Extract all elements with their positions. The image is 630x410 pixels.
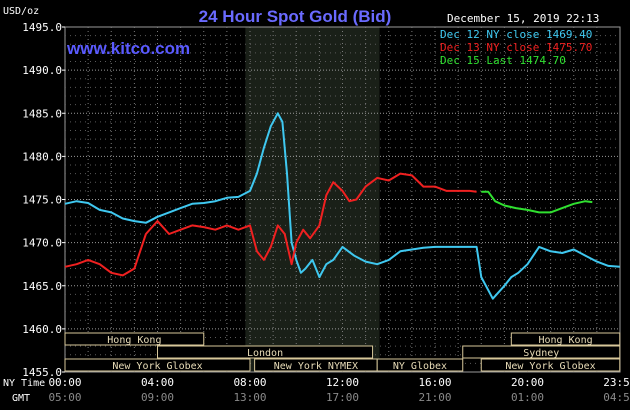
market-session-label: New York Globex (112, 361, 202, 372)
market-session-bar (510, 332, 621, 346)
y-tick-label: 1495.0 (22, 21, 62, 34)
x-tick-label-ny: 23:59 (603, 376, 630, 389)
market-session-bar (376, 358, 464, 372)
chart-date: December 15, 2019 22:13 (447, 12, 599, 25)
gmt-label: GMT (12, 393, 30, 404)
y-tick-label: 1455.0 (22, 366, 62, 379)
legend-entry-dec12: Dec 12 NY close 1469.40 (440, 28, 592, 41)
market-session-bar (480, 358, 621, 372)
market-session-label: Sydney (523, 348, 559, 359)
x-tick-label-ny: 20:00 (511, 376, 544, 389)
market-session-bar (64, 332, 205, 346)
price-series-line-1 (64, 172, 477, 277)
legend-entry-dec15: Dec 15 Last 1474.70 (440, 54, 566, 67)
x-tick-label-ny: 16:00 (418, 376, 451, 389)
market-session-label: New York Globex (505, 361, 595, 372)
chart-title: 24 Hour Spot Gold (Bid) (199, 7, 392, 26)
price-series-line-0 (64, 112, 620, 300)
legend-entry-dec13: Dec 13 NY close 1475.70 (440, 41, 592, 54)
x-tick-label-gmt: 21:00 (418, 391, 451, 404)
x-tick-label-ny: 04:00 (141, 376, 174, 389)
x-tick-label-gmt: 13:00 (233, 391, 266, 404)
x-tick-label-ny: 00:00 (48, 376, 81, 389)
market-session-label: Hong Kong (107, 335, 161, 346)
site-watermark: www.kitco.com (66, 39, 190, 58)
y-tick-label: 1480.0 (22, 150, 62, 163)
x-tick-label-gmt: 17:00 (326, 391, 359, 404)
market-session-label: Hong Kong (538, 335, 592, 346)
y-tick-label: 1465.0 (22, 280, 62, 293)
x-tick-label-gmt: 01:00 (511, 391, 544, 404)
y-axis-unit: USD/oz (3, 6, 39, 17)
x-tick-label-gmt: 09:00 (141, 391, 174, 404)
y-tick-label: 1485.0 (22, 107, 62, 120)
y-tick-label: 1460.0 (22, 323, 62, 336)
legend: Dec 12 NY close 1469.40 Dec 13 NY close … (440, 28, 592, 67)
x-tick-label-gmt: 05:00 (48, 391, 81, 404)
y-tick-label: 1490.0 (22, 64, 62, 77)
x-tick-label-gmt: 04:59 (603, 391, 630, 404)
y-tick-label: 1470.0 (22, 237, 62, 250)
market-session-bar (157, 345, 374, 359)
ny-time-label: NY Time (3, 378, 45, 389)
market-session-label: London (247, 348, 283, 359)
price-series-line-2 (481, 190, 593, 214)
market-session-label: New York NYMEX (274, 361, 358, 372)
market-session-bar (64, 358, 251, 372)
market-session-bar (462, 345, 621, 359)
y-tick-label: 1475.0 (22, 194, 62, 207)
x-tick-label-ny: 12:00 (326, 376, 359, 389)
market-session-label: NY Globex (393, 361, 447, 372)
x-tick-label-ny: 08:00 (233, 376, 266, 389)
